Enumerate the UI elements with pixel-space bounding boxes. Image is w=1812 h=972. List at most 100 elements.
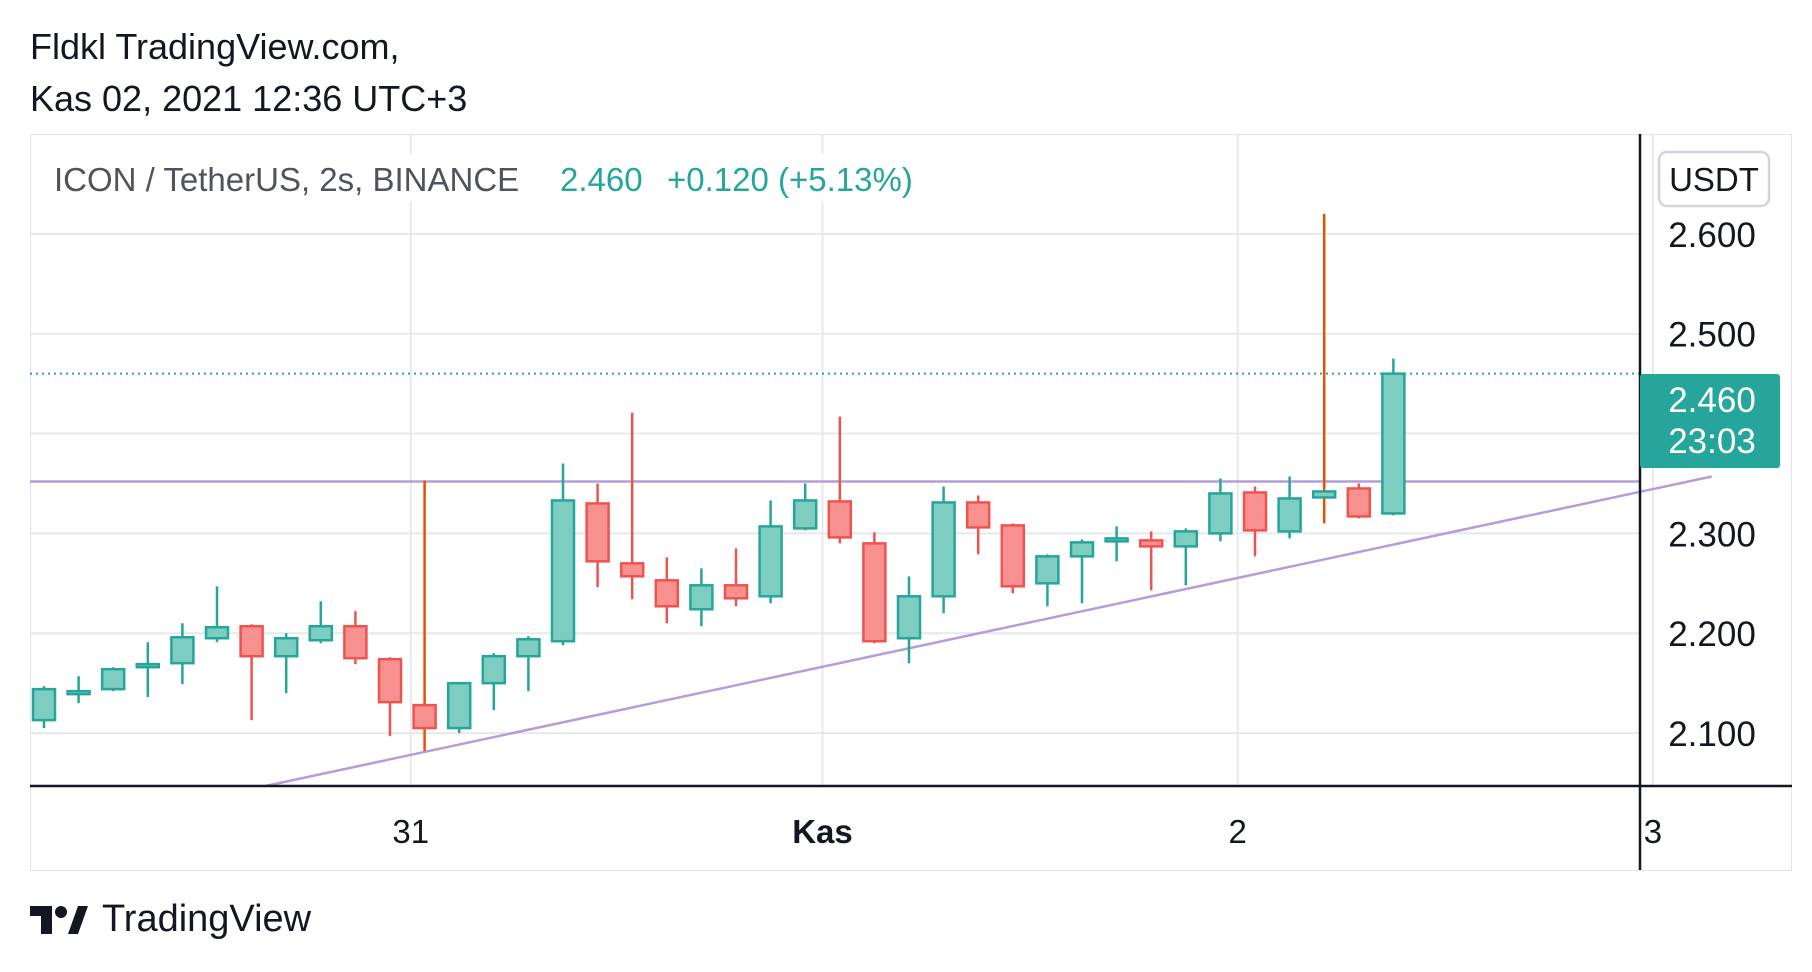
last-price-badge (1640, 374, 1780, 468)
candle-body (446, 681, 472, 730)
axes (30, 134, 1792, 870)
candle-body (1138, 539, 1164, 548)
candle-body (66, 689, 91, 696)
time-tick-label: Kas (792, 813, 853, 850)
candle (516, 636, 541, 692)
price-tick-label: 2.300 (1668, 515, 1756, 554)
candle-body (1381, 372, 1406, 515)
candle-body (723, 584, 749, 600)
candle (792, 483, 818, 531)
price-tick-label: 2.600 (1668, 216, 1756, 255)
price-scale[interactable]: 2.100 2.200 2.300 2.500 2.600 (1668, 216, 1756, 754)
candle-body (516, 637, 541, 658)
currency-label: USDT (1669, 161, 1759, 198)
candle-body (1242, 491, 1268, 532)
candle-body (481, 654, 507, 685)
currency-button[interactable] (1657, 150, 1771, 208)
chart-date-line: Kas 02, 2021 12:36 UTC+3 (30, 78, 468, 119)
footer-brand-text: TradingView (102, 898, 312, 940)
candle (1208, 478, 1233, 542)
candle-body (1104, 537, 1129, 543)
candle (619, 412, 645, 600)
legend-background (46, 154, 946, 202)
candle-body (758, 525, 783, 598)
candle-body (619, 562, 645, 578)
candle-body (308, 624, 334, 642)
candle-body (204, 625, 230, 640)
candle (204, 586, 230, 643)
price-tick-label: 2.200 (1668, 615, 1756, 654)
time-tick-label: 2 (1229, 813, 1247, 850)
candle (66, 676, 91, 704)
grid (30, 134, 1654, 786)
candle-body (1000, 524, 1026, 588)
chart-author-line: Fldkl TradingView.com, (30, 26, 400, 67)
candle (1035, 554, 1060, 607)
footer-brand[interactable]: TradingView (30, 898, 311, 941)
candle (31, 686, 57, 729)
time-scale[interactable]: 31 Kas 2 3 (392, 813, 1662, 850)
candle (1242, 486, 1268, 557)
candle (654, 557, 680, 624)
candle (170, 623, 195, 685)
candle-body (931, 501, 956, 598)
candles (31, 213, 1406, 752)
candle-body (689, 584, 714, 611)
candle-body (343, 624, 368, 660)
candle-body (1173, 530, 1199, 548)
candle-body (585, 502, 610, 563)
candle-body (862, 542, 887, 643)
candle (550, 463, 576, 646)
candle (239, 624, 264, 721)
tradingview-logo-icon (30, 905, 88, 934)
candle (1069, 539, 1095, 604)
candle-body (827, 500, 853, 539)
candle (585, 483, 610, 588)
candle-body (792, 499, 818, 530)
legend-change: +0.120 (+5.13%) (667, 161, 913, 198)
candle (689, 568, 714, 627)
candle (862, 532, 887, 644)
candle (308, 601, 334, 644)
drawings[interactable] (30, 475, 1712, 788)
candle (896, 576, 922, 664)
legend-symbol[interactable]: ICON / TetherUS, 2s, BINANCE (54, 161, 519, 198)
last-price-badge-value: 2.460 (1668, 381, 1756, 420)
candle (827, 416, 853, 544)
candle (343, 611, 368, 665)
time-tick-label: 3 (1644, 813, 1662, 850)
candle-body (377, 657, 403, 704)
time-tick-label: 31 (392, 813, 429, 850)
candle (1277, 476, 1302, 539)
candle (931, 486, 956, 614)
price-tick-label: 2.500 (1668, 316, 1756, 355)
candle (1346, 483, 1372, 519)
candle (100, 667, 126, 692)
candle (1311, 213, 1337, 524)
candle-body (1208, 492, 1233, 535)
candle (1138, 531, 1164, 591)
candle-body (100, 667, 126, 691)
candle-body (273, 636, 299, 658)
candle (412, 480, 437, 752)
candle-body (170, 635, 195, 665)
candle (446, 681, 472, 734)
candle-body (550, 499, 576, 643)
candle (135, 642, 161, 698)
candle (481, 653, 507, 711)
candle (758, 500, 783, 604)
candle (1000, 523, 1026, 594)
candle-body (1035, 555, 1060, 585)
candle-body (1277, 497, 1302, 533)
bar-countdown: 23:03 (1668, 422, 1756, 461)
candle-body (1311, 490, 1337, 499)
candle-body (135, 662, 161, 669)
price-tick-label: 2.100 (1668, 715, 1756, 754)
candle-body (965, 501, 991, 529)
candle-body (896, 595, 922, 640)
trend-line-drawing (265, 475, 1712, 788)
candle (1381, 358, 1406, 516)
candle-body (654, 579, 680, 608)
candle-body (1346, 487, 1372, 518)
